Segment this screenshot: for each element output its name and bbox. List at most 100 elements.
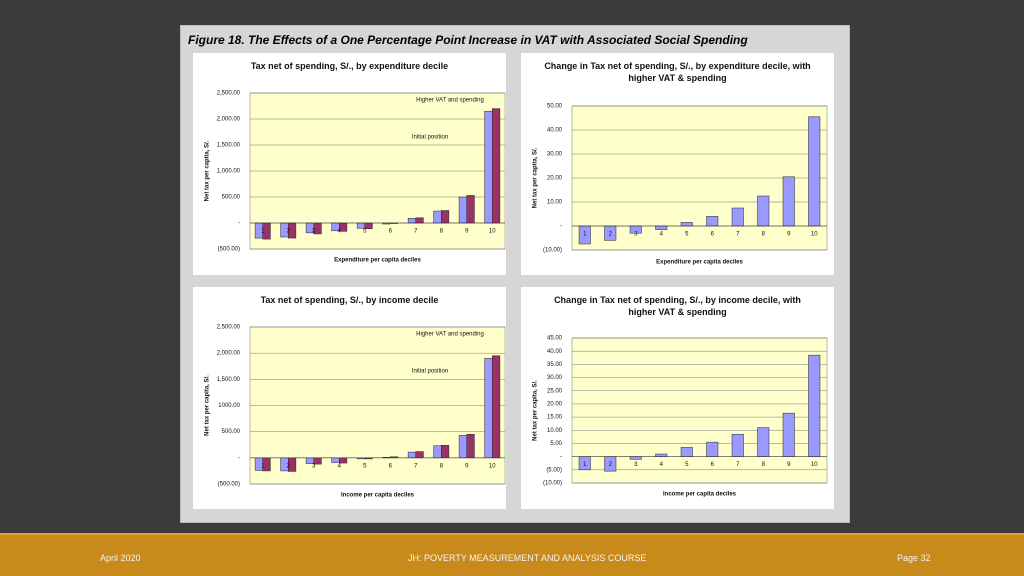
x-tick-label: 3 — [634, 462, 638, 468]
x-tick-label: 2 — [609, 232, 613, 238]
y-tick-label: 10.00 — [547, 428, 563, 434]
x-tick-label: 10 — [811, 232, 818, 238]
y-axis-label: Net tax per capita, S/. — [205, 140, 211, 201]
y-tick-label: 40.00 — [547, 349, 563, 355]
y-tick-label: (10.00) — [543, 481, 562, 487]
x-tick-label: 10 — [489, 229, 496, 235]
bar — [441, 210, 450, 224]
bar — [458, 435, 468, 459]
x-tick-label: 10 — [489, 463, 496, 469]
footer-date: April 2020 — [100, 553, 141, 563]
x-tick-label: 7 — [736, 462, 740, 468]
bar — [492, 108, 501, 224]
x-tick-label: 2 — [609, 462, 613, 468]
y-tick-label: (500.00) — [218, 247, 240, 253]
y-tick-label: 5.00 — [550, 441, 562, 447]
footer-bar — [0, 533, 1024, 576]
bar — [492, 355, 501, 459]
y-tick-label: 2,500.00 — [217, 91, 241, 97]
y-tick-label: 45.00 — [547, 336, 563, 342]
series-label: Higher VAT and spending — [416, 332, 484, 338]
y-tick-label: (10.00) — [543, 248, 562, 254]
x-tick-label: 5 — [363, 229, 367, 235]
bar — [433, 445, 442, 459]
x-tick-label: 8 — [440, 229, 444, 235]
y-tick-label: 10.00 — [547, 200, 563, 206]
series-label: Higher VAT and spending — [416, 98, 484, 104]
chart-title: Change in Tax net of spending, S/., by e… — [544, 61, 811, 83]
x-tick-label: 1 — [261, 463, 265, 469]
y-tick-label: 20.00 — [547, 176, 563, 182]
y-tick-label: 40.00 — [547, 128, 563, 134]
x-tick-label: 7 — [414, 229, 418, 235]
x-tick-label: 6 — [711, 232, 715, 238]
x-tick-label: 9 — [465, 463, 469, 469]
x-tick-label: 3 — [312, 229, 316, 235]
bar — [458, 196, 468, 224]
bar — [466, 434, 475, 459]
bar — [655, 453, 668, 457]
x-axis-label: Income per capita deciles — [663, 492, 737, 498]
bar — [782, 412, 795, 457]
bar — [415, 451, 424, 459]
bar — [466, 195, 475, 224]
footer-course: JH: POVERTY MEASUREMENT AND ANALYSIS COU… — [408, 553, 647, 563]
y-tick-label: - — [560, 224, 562, 230]
y-tick-label: (500.00) — [218, 482, 240, 488]
y-tick-label: 35.00 — [547, 362, 563, 368]
x-tick-label: 8 — [762, 232, 766, 238]
bar — [356, 222, 366, 229]
bar — [757, 427, 770, 457]
y-tick-label: - — [560, 454, 562, 460]
y-tick-label: 2,000.00 — [217, 117, 241, 123]
series-label: Initial position — [412, 369, 448, 375]
bar — [655, 225, 668, 230]
y-tick-label: - — [238, 455, 240, 461]
bar — [782, 176, 795, 227]
y-tick-label: 30.00 — [547, 152, 563, 158]
y-tick-label: 1,500.00 — [217, 377, 241, 383]
x-tick-label: 9 — [787, 232, 791, 238]
bar — [680, 222, 693, 227]
y-tick-label: 15.00 — [547, 415, 563, 421]
chart-title: Tax net of spending, S/., by income deci… — [260, 295, 439, 305]
x-tick-label: 3 — [312, 463, 316, 469]
x-tick-label: 6 — [389, 463, 393, 469]
bar — [331, 457, 340, 463]
chart-title: Change in Tax net of spending, S/., by i… — [554, 295, 801, 317]
y-tick-label: 1,500.00 — [217, 143, 241, 149]
bar — [441, 445, 450, 459]
y-tick-label: 500.00 — [222, 195, 241, 201]
x-tick-label: 1 — [583, 462, 587, 468]
bar — [407, 218, 417, 224]
bar — [706, 216, 719, 227]
figure-title: Figure 18. The Effects of a One Percenta… — [188, 33, 748, 47]
chart-title: Tax net of spending, S/., by expenditure… — [250, 61, 449, 71]
bar — [808, 354, 821, 457]
footer-page: Page 32 — [897, 553, 931, 563]
y-tick-label: 1000.00 — [218, 403, 240, 409]
x-tick-label: 1 — [261, 229, 265, 235]
x-axis-label: Income per capita deciles — [341, 493, 415, 499]
x-axis-label: Expenditure per capita deciles — [656, 260, 743, 266]
x-tick-label: 8 — [762, 462, 766, 468]
y-tick-label: 25.00 — [547, 388, 563, 394]
y-tick-label: 20.00 — [547, 401, 563, 407]
x-tick-label: 9 — [787, 462, 791, 468]
x-tick-label: 6 — [711, 462, 715, 468]
bar — [415, 217, 424, 224]
x-tick-label: 3 — [634, 232, 638, 238]
x-tick-label: 2 — [287, 229, 291, 235]
y-tick-label: 1,000.00 — [217, 169, 241, 175]
x-tick-label: 7 — [414, 463, 418, 469]
bar — [680, 447, 693, 457]
x-tick-label: 5 — [685, 462, 689, 468]
bar — [731, 433, 744, 457]
y-tick-label: 2,500.00 — [217, 325, 241, 331]
bar — [706, 441, 719, 457]
y-axis-label: Net tax per capita, S/. — [533, 380, 539, 441]
y-tick-label: 500.00 — [222, 429, 241, 435]
x-tick-label: 4 — [338, 463, 342, 469]
x-tick-label: 2 — [287, 463, 291, 469]
x-tick-label: 8 — [440, 463, 444, 469]
